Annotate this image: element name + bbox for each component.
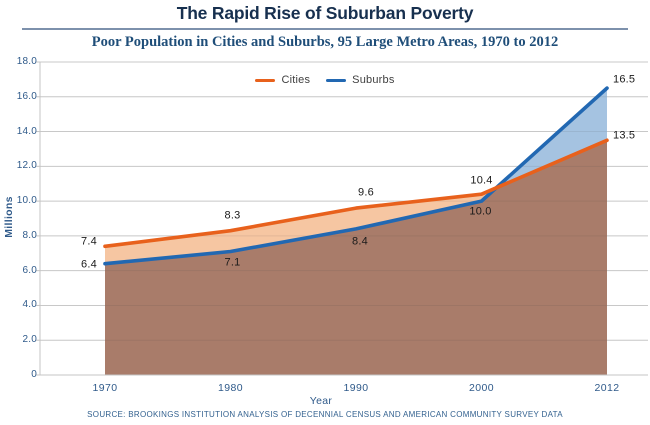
area-fill-cities-above — [105, 187, 497, 264]
legend-item-cities: Cities — [255, 74, 310, 86]
legend-label-cities: Cities — [281, 74, 311, 86]
cities-line-swatch-icon — [255, 78, 276, 82]
legend-item-suburbs: Suburbs — [326, 74, 394, 86]
chart-subtitle: Poor Population in Cities and Suburbs, 9… — [91, 34, 559, 50]
chart-title: The Rapid Rise of Suburban Poverty — [176, 3, 474, 23]
cities-line — [103, 138, 609, 249]
suburbs-line — [103, 86, 609, 266]
suburbs-line-swatch-icon — [326, 78, 347, 82]
title-divider — [22, 28, 628, 30]
x-axis-title: Year — [309, 395, 333, 407]
legend: Cities Suburbs — [0, 72, 650, 88]
y-axis-title: Millions — [3, 196, 15, 238]
gridline-overlay — [40, 61, 648, 341]
source-note: SOURCE: BROOKINGS INSTITUTION ANALYSIS O… — [87, 410, 563, 419]
axes — [36, 61, 648, 376]
legend-label-suburbs: Suburbs — [352, 74, 395, 86]
area-fill-overlap — [105, 140, 607, 375]
